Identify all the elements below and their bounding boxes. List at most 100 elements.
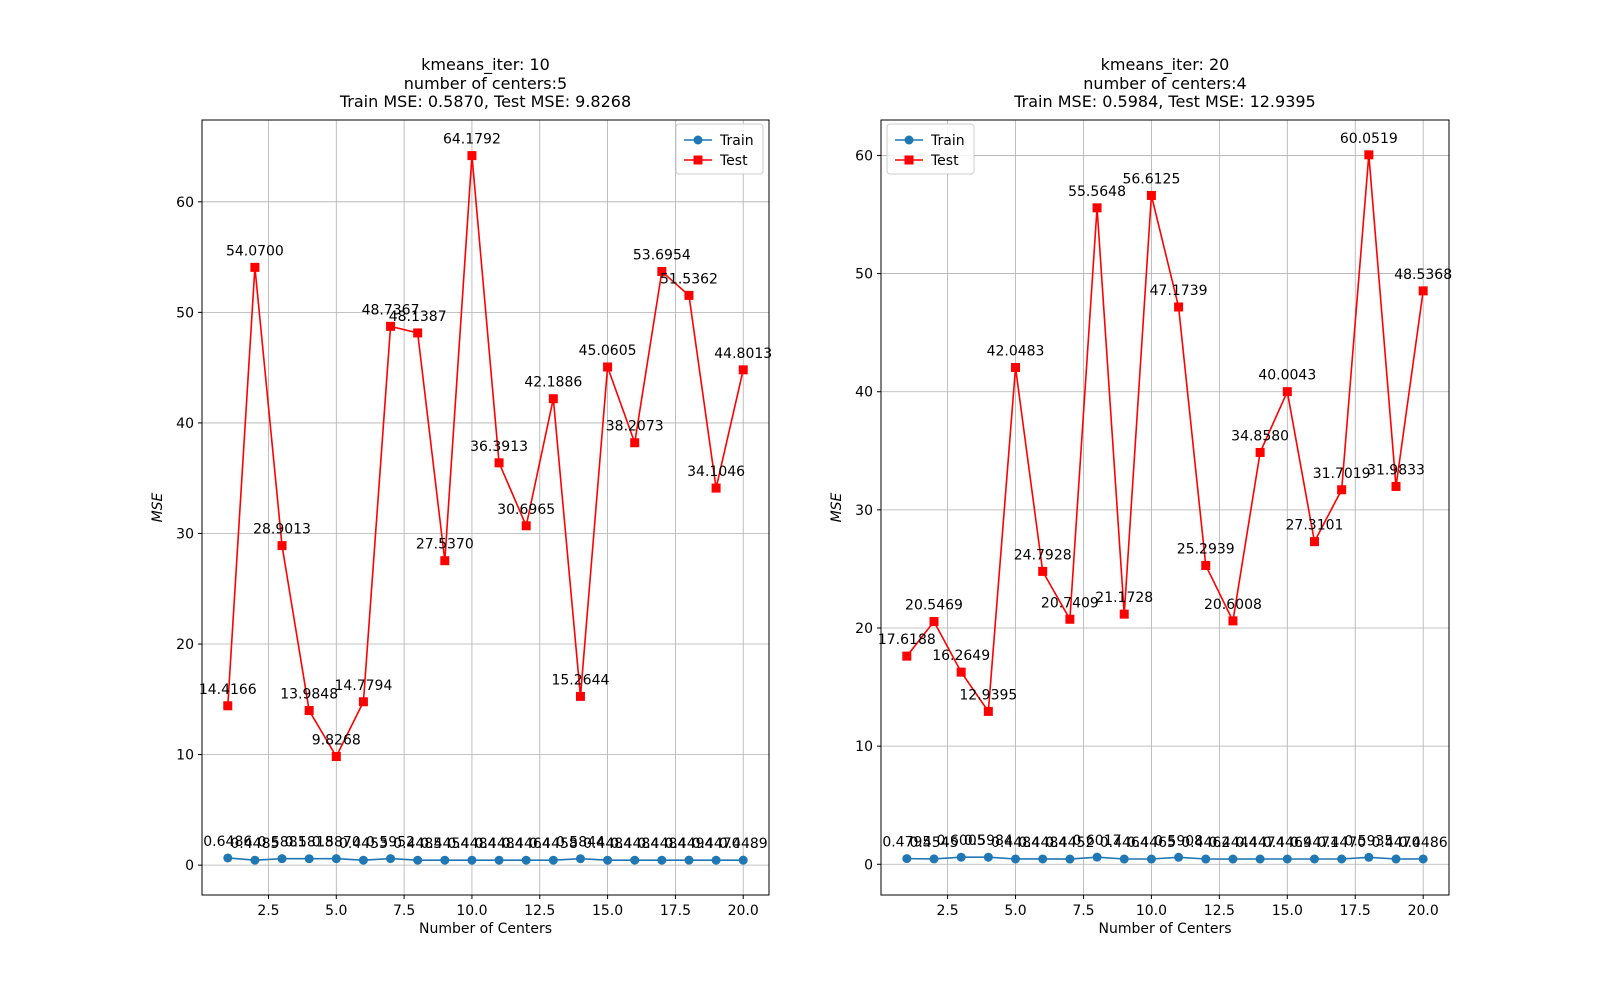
data-label: 0.4470	[1317, 835, 1366, 851]
data-point	[1092, 852, 1102, 862]
data-point	[1418, 286, 1428, 296]
data-label: 0.4470	[692, 836, 741, 852]
data-point	[277, 854, 287, 864]
data-label: 60.0519	[1340, 131, 1398, 147]
data-label: 25.2939	[1177, 541, 1235, 557]
data-label: 38.2073	[606, 419, 664, 435]
data-point	[1337, 485, 1347, 495]
chart-title-line: kmeans_iter: 10	[421, 55, 550, 75]
x-tick-label: 17.5	[1340, 903, 1371, 919]
data-label: 27.3101	[1286, 518, 1344, 534]
data-point	[1201, 560, 1211, 570]
y-axis-label: MSE	[150, 492, 166, 522]
data-label: 21.1728	[1095, 590, 1153, 606]
data-label: 14.7794	[334, 678, 392, 694]
legend-entry-train: Train	[930, 133, 965, 149]
data-label: 0.4484	[583, 836, 632, 852]
y-tick-label: 60	[176, 195, 194, 211]
data-point	[1364, 852, 1374, 862]
y-tick-label: 20	[176, 637, 194, 653]
data-point	[494, 458, 504, 468]
data-label: 0.4484	[610, 836, 659, 852]
x-tick-label: 20.0	[728, 903, 759, 919]
x-tick-label: 15.0	[1272, 903, 1303, 919]
data-label: 0.6486	[203, 834, 252, 850]
data-point	[603, 855, 613, 865]
data-point	[440, 556, 450, 566]
x-tick-label: 5.0	[325, 903, 347, 919]
chart-title-line: number of centers:4	[1083, 74, 1246, 93]
data-label: 0.4464	[502, 836, 551, 852]
data-point	[304, 854, 314, 864]
data-point	[1146, 854, 1156, 864]
data-point	[1065, 614, 1075, 624]
y-tick-label: 40	[176, 416, 194, 432]
x-tick-label: 12.5	[524, 903, 555, 919]
data-label: 0.5818	[285, 835, 334, 851]
data-point	[1119, 854, 1129, 864]
data-point	[929, 617, 939, 627]
data-point	[386, 321, 396, 331]
grid-lines	[881, 120, 1449, 895]
data-point	[902, 854, 912, 864]
axes-frame	[201, 119, 770, 896]
series-test: 17.6188 20.5469 16.2649 12.9395 42.0483 24.79…	[878, 131, 1452, 716]
data-point	[1282, 387, 1292, 397]
data-point	[1391, 481, 1401, 491]
data-point	[630, 438, 640, 448]
y-tick-label: 20	[855, 621, 873, 637]
y-tick-label: 30	[176, 526, 194, 542]
data-label: 0.5844	[556, 835, 605, 851]
data-label: 0.4465	[1127, 835, 1176, 851]
data-label: 56.6125	[1122, 171, 1180, 187]
data-point	[548, 855, 558, 865]
y-tick-label: 40	[855, 385, 873, 401]
legend-marker	[693, 155, 703, 165]
data-label: 13.9848	[280, 687, 338, 703]
data-label: 51.5362	[660, 271, 718, 287]
data-label: 0.6017	[1073, 833, 1122, 849]
data-point	[1174, 852, 1184, 862]
chart-title-line: Train MSE: 0.5984, Test MSE: 12.9395	[1013, 92, 1315, 111]
data-label: 64.1792	[443, 132, 501, 148]
data-label: 53.6954	[633, 248, 691, 264]
data-label: 34.1046	[687, 464, 745, 480]
chart-title-line: kmeans_iter: 20	[1101, 55, 1230, 75]
data-point	[1038, 566, 1048, 576]
grid-lines	[202, 120, 769, 895]
data-label: 20.6008	[1204, 597, 1262, 613]
data-point	[684, 290, 694, 300]
data-point	[1255, 447, 1265, 457]
data-label: 48.5368	[1394, 267, 1452, 283]
data-point	[1011, 363, 1021, 373]
data-point	[711, 483, 721, 493]
data-point	[1011, 854, 1021, 864]
data-point	[1337, 854, 1347, 864]
data-label: 0.4464	[1100, 835, 1149, 851]
data-label: 0.4494	[664, 836, 713, 852]
data-point	[331, 752, 341, 762]
data-point	[711, 855, 721, 865]
legend-entry-train: Train	[719, 133, 754, 149]
data-label: 0.4470	[1372, 835, 1421, 851]
data-point	[956, 852, 966, 862]
data-label: 0.4484	[637, 836, 686, 852]
x-axis-label: Number of Centers	[419, 921, 552, 937]
data-point	[521, 855, 531, 865]
data-label: 0.4485	[230, 836, 279, 852]
y-tick-label: 0	[864, 857, 873, 873]
legend-marker	[693, 135, 703, 145]
data-label: 30.6965	[497, 502, 555, 518]
data-label: 0.4469	[1263, 835, 1312, 851]
data-label: 48.7367	[362, 302, 420, 318]
data-point	[1418, 854, 1428, 864]
legend-entry-test: Test	[930, 153, 959, 169]
data-point	[1364, 150, 1374, 160]
data-point	[277, 541, 287, 551]
chart-title-line: number of centers:5	[404, 74, 567, 93]
y-tick-label: 0	[185, 858, 194, 874]
data-label: 0.4484	[447, 836, 496, 852]
data-point	[467, 855, 477, 865]
data-point	[223, 701, 233, 711]
